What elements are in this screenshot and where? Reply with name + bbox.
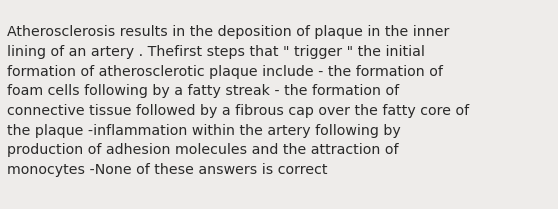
Text: Atherosclerosis results in the deposition of plaque in the inner
lining of an ar: Atherosclerosis results in the depositio…	[7, 25, 469, 177]
